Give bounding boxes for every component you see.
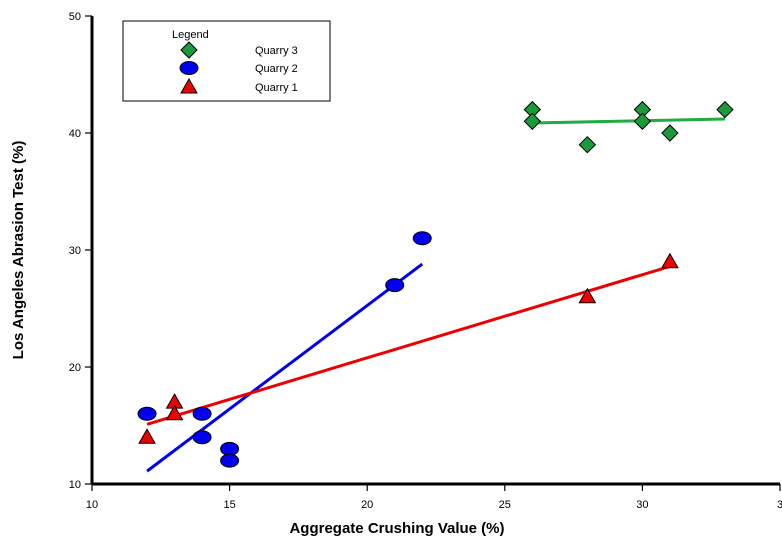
x-axis-ticks: 10 15 20 25 30 3 <box>86 484 782 511</box>
x-tick-label: 20 <box>361 499 373 511</box>
y-tick-label: 40 <box>69 128 81 140</box>
triangle-marker <box>165 404 184 421</box>
x-tick-label: 10 <box>86 499 98 511</box>
y-tick-label: 50 <box>69 11 81 23</box>
trend-line <box>146 262 424 473</box>
legend-marker <box>180 77 198 94</box>
circle-marker <box>220 441 240 456</box>
x-tick-label: 15 <box>223 499 235 511</box>
x-axis-title: Aggregate Crushing Value (%) <box>289 520 504 537</box>
trend-lines <box>146 117 725 473</box>
circle-marker <box>220 453 240 468</box>
x-tick-label: 25 <box>499 499 511 511</box>
legend-box <box>122 20 331 102</box>
x-tick-label: 3 <box>777 499 782 511</box>
diamond-marker <box>661 124 679 142</box>
diamond-marker <box>633 112 652 131</box>
legend-entry-label: Quarry 3 <box>255 45 298 57</box>
legend-marker <box>180 41 198 59</box>
y-axis-ticks: 10 20 30 40 50 <box>69 11 92 491</box>
legend-title: Legend <box>172 29 209 41</box>
x-tick-label: 30 <box>636 499 648 511</box>
diamond-marker <box>578 135 597 154</box>
circle-marker <box>385 278 405 293</box>
diamond-marker <box>523 112 542 131</box>
circle-marker <box>192 406 212 421</box>
diamond-marker <box>716 100 734 119</box>
y-tick-label: 10 <box>69 479 81 491</box>
legend: Legend Quarry 3 Quarry 2 Quarry 1 <box>122 20 331 102</box>
legend-marker <box>179 61 199 75</box>
data-markers <box>137 100 734 468</box>
trend-line <box>532 117 725 125</box>
circle-marker <box>137 406 157 421</box>
y-tick-label: 30 <box>69 245 81 257</box>
legend-entry-label: Quarry 1 <box>255 82 298 94</box>
circle-marker <box>192 430 212 445</box>
legend-entry-label: Quarry 2 <box>255 63 298 75</box>
trend-line <box>146 264 671 426</box>
circle-marker <box>412 231 432 246</box>
y-axis-title: Los Angeles Abrasion Test (%) <box>10 141 27 360</box>
triangle-marker <box>138 428 156 444</box>
y-tick-label: 20 <box>69 362 81 374</box>
triangle-marker <box>661 252 679 269</box>
triangle-marker <box>578 287 597 304</box>
